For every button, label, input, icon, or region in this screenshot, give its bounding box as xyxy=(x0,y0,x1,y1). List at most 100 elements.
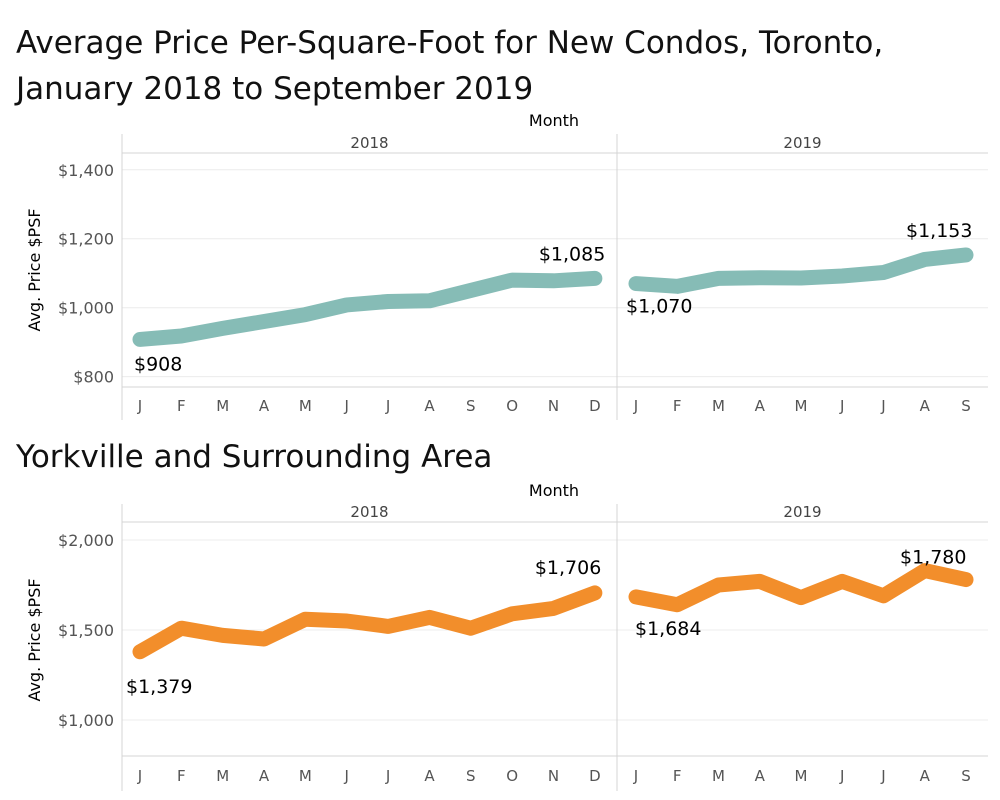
month-tick-label: M xyxy=(299,397,312,415)
series-line-2018 xyxy=(132,585,603,660)
month-tick-label: D xyxy=(589,767,601,785)
month-tick-label: A xyxy=(259,767,270,785)
toronto-price-chart: Month 2018 2019 $800 $1,000 $1,200 $1,400 Avg. … xyxy=(25,111,988,420)
ytick-label: $1,000 xyxy=(58,299,114,318)
year-header-2019: 2019 xyxy=(783,503,821,521)
month-tick-label: S xyxy=(961,397,971,415)
data-point xyxy=(469,626,473,630)
data-point xyxy=(593,276,597,280)
data-point xyxy=(345,303,349,307)
month-tick-label: D xyxy=(589,397,601,415)
month-tick-label: O xyxy=(506,767,518,785)
data-point xyxy=(552,606,555,610)
year-header-2018: 2018 xyxy=(350,134,388,152)
data-label: $1,153 xyxy=(906,220,972,242)
month-tick-label: J xyxy=(880,767,885,785)
column-header-month: Month xyxy=(529,481,579,500)
data-point xyxy=(510,612,514,616)
data-point xyxy=(221,326,225,330)
data-point xyxy=(179,626,183,630)
data-point xyxy=(469,288,473,292)
column-header-month: Month xyxy=(529,111,579,130)
data-point xyxy=(510,278,514,282)
month-tick-label: J xyxy=(344,397,349,415)
data-label: $1,706 xyxy=(535,557,601,579)
month-tick-label: M xyxy=(795,767,808,785)
data-point xyxy=(386,299,390,303)
data-point xyxy=(964,578,968,582)
month-tick-label: A xyxy=(259,397,270,415)
ytick-label: $1,500 xyxy=(58,621,114,640)
month-tick-label: N xyxy=(548,767,559,785)
month-tick-label: A xyxy=(424,397,435,415)
data-point xyxy=(552,279,555,283)
data-point xyxy=(882,271,885,275)
ytick-label: $1,000 xyxy=(58,711,114,730)
month-tick-label: S xyxy=(961,767,971,785)
month-tick-label: A xyxy=(755,767,766,785)
data-point xyxy=(923,569,927,573)
data-point xyxy=(345,619,349,623)
ytick-label: $1,200 xyxy=(58,230,114,249)
data-point xyxy=(221,633,225,637)
month-tick-label: J xyxy=(633,397,638,415)
series-line-2019 xyxy=(628,563,974,613)
data-label: $1,780 xyxy=(900,547,966,569)
data-point xyxy=(717,583,720,587)
month-tick-label: F xyxy=(177,767,186,785)
ytick-label: $800 xyxy=(73,368,114,387)
month-tick-label: F xyxy=(177,397,186,415)
month-tick-label: M xyxy=(795,397,808,415)
month-tick-label: J xyxy=(344,767,349,785)
month-tick-label: O xyxy=(506,397,518,415)
data-point xyxy=(303,617,307,621)
yorkville-price-chart: Month 2018 2019 $1,000 $1,500 $2,000 Avg. Pric… xyxy=(25,481,988,791)
data-point xyxy=(303,313,307,317)
month-tick-label: J xyxy=(839,397,844,415)
data-label: $1,379 xyxy=(126,676,192,698)
year-header-2019: 2019 xyxy=(783,134,821,152)
series-line-2019 xyxy=(628,247,974,294)
data-point xyxy=(758,276,762,280)
chart-title-toronto: Average Price Per-Square-Foot for New Co… xyxy=(16,25,884,107)
data-point xyxy=(179,334,183,338)
data-point xyxy=(262,637,266,641)
month-tick-label: F xyxy=(673,767,682,785)
y-axis-title: Avg. Price $PSF xyxy=(25,578,44,701)
month-tick-label: A xyxy=(424,767,435,785)
data-label: $1,085 xyxy=(539,243,605,265)
month-tick-label: S xyxy=(466,397,476,415)
month-tick-label: M xyxy=(299,767,312,785)
y-axis-title: Avg. Price $PSF xyxy=(25,208,44,331)
chart-title-yorkville: Yorkville and Surrounding Area xyxy=(16,439,493,475)
ytick-label: $2,000 xyxy=(58,531,114,550)
month-tick-label: J xyxy=(633,767,638,785)
month-tick-label: F xyxy=(673,397,682,415)
month-tick-label: M xyxy=(216,397,229,415)
data-point xyxy=(840,274,844,278)
month-tick-label: J xyxy=(880,397,885,415)
month-tick-label: J xyxy=(137,397,142,415)
month-tick-label: J xyxy=(839,767,844,785)
data-point xyxy=(799,596,803,600)
data-point xyxy=(923,257,927,261)
data-point xyxy=(634,595,638,599)
ytick-label: $1,400 xyxy=(58,161,114,180)
data-point xyxy=(138,650,142,654)
data-point xyxy=(758,579,762,583)
month-tick-label: J xyxy=(385,767,390,785)
month-tick-label: A xyxy=(920,767,931,785)
data-point xyxy=(138,337,142,341)
data-point xyxy=(840,579,844,583)
month-tick-label: J xyxy=(137,767,142,785)
data-point xyxy=(717,276,720,280)
data-point xyxy=(386,624,390,628)
data-point xyxy=(675,284,679,288)
month-tick-label: J xyxy=(385,397,390,415)
data-point xyxy=(593,591,597,595)
month-tick-label: M xyxy=(712,767,725,785)
data-label: $908 xyxy=(134,353,182,375)
data-point xyxy=(427,299,431,303)
month-tick-label: M xyxy=(712,397,725,415)
data-point xyxy=(634,282,638,286)
